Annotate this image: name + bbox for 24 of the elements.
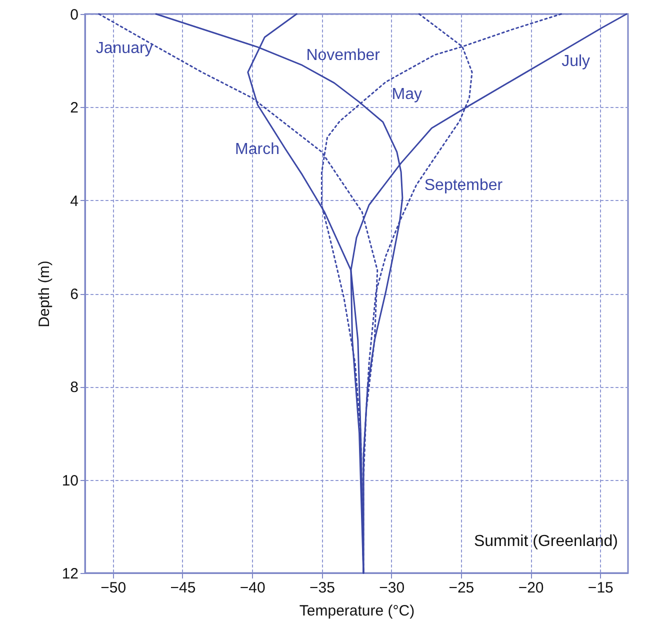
x-tick-label: −45 — [170, 580, 196, 596]
y-axis-title: Depth (m) — [36, 260, 53, 328]
series-label: May — [392, 86, 422, 104]
y-tick-label: 10 — [62, 472, 78, 490]
y-tick-label: 0 — [70, 6, 78, 24]
annotation: Summit (Greenland) — [474, 533, 618, 550]
x-tick-label: −35 — [309, 580, 335, 596]
x-tick-label: −50 — [100, 580, 126, 596]
x-tick-label: −30 — [379, 580, 405, 596]
x-tick-label: −40 — [240, 580, 266, 596]
series-label: November — [306, 47, 381, 64]
x-axis-title: Temperature (°C) — [299, 602, 415, 620]
y-tick-label: 4 — [70, 192, 78, 210]
y-tick-label: 12 — [62, 566, 78, 582]
series-label: July — [562, 52, 590, 70]
y-tick-label: 8 — [70, 379, 78, 396]
y-tick-label: 2 — [70, 100, 78, 117]
series-label: September — [424, 176, 504, 194]
series-label: March — [235, 141, 280, 158]
x-tick-label: −15 — [588, 580, 614, 596]
y-tick-label: 6 — [70, 286, 78, 303]
series-label: January — [96, 40, 153, 58]
x-tick-label: −20 — [518, 580, 544, 596]
x-tick-label: −25 — [448, 580, 474, 596]
